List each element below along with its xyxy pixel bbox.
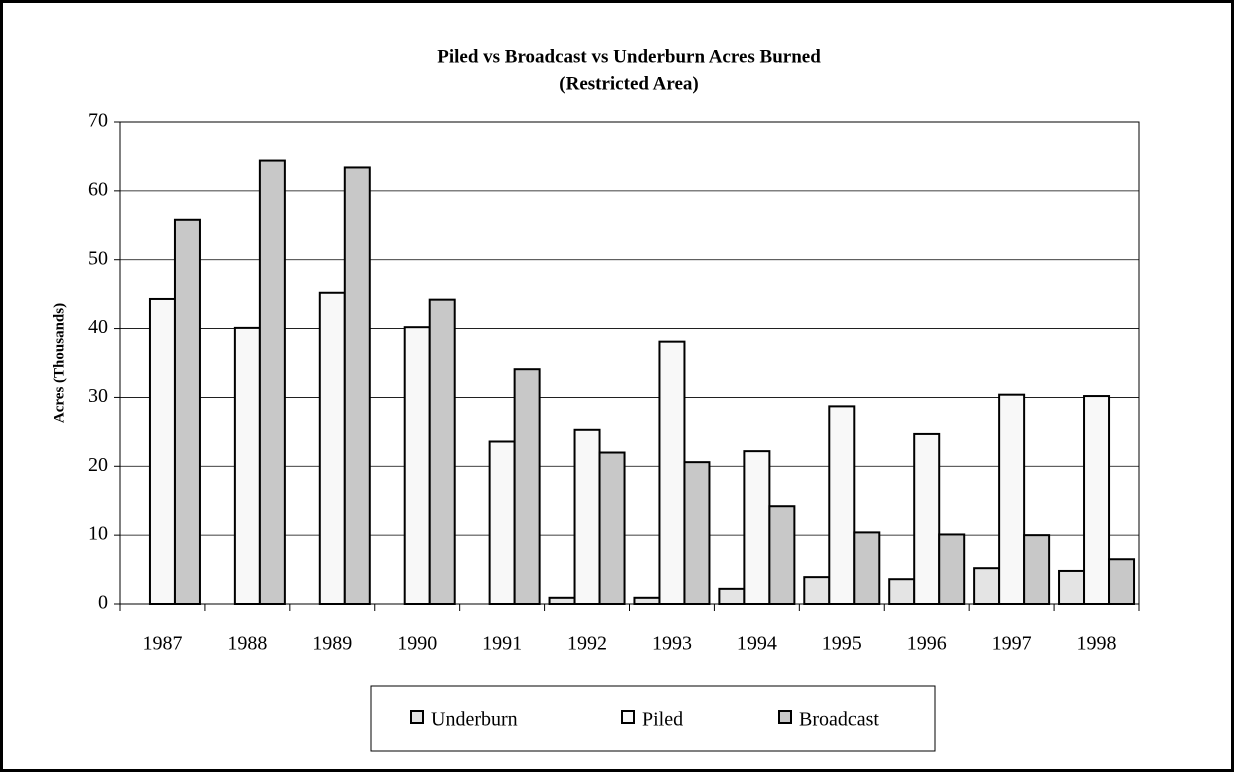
bar (148, 297, 176, 605)
legend-label: Underburn (431, 709, 518, 731)
bar (973, 567, 1001, 605)
y-axis-label: Acres (Thousands) (51, 303, 67, 423)
bar (913, 432, 941, 605)
bar (633, 596, 661, 605)
bar (683, 461, 711, 606)
bar (343, 166, 371, 605)
x-tick-label: 1991 (482, 633, 522, 655)
chart-subtitle: (Restricted Area) (559, 73, 698, 94)
legend-label: Broadcast (799, 709, 879, 731)
bar (258, 159, 286, 605)
x-tick-label: 1993 (652, 633, 692, 655)
y-tick-label: 40 (88, 316, 108, 338)
bar (403, 326, 431, 605)
bar (233, 326, 261, 605)
x-tick-label: 1987 (142, 633, 182, 655)
bar (173, 218, 201, 606)
x-tick-label: 1989 (312, 633, 352, 655)
x-tick-label: 1996 (907, 633, 947, 655)
x-tick-label: 1995 (822, 633, 862, 655)
bar (1023, 534, 1051, 606)
bar (998, 393, 1026, 605)
bar (938, 533, 966, 605)
bar (768, 505, 796, 606)
x-tick-label: 1994 (737, 633, 777, 655)
bar (743, 450, 771, 605)
bar (428, 298, 456, 605)
bar (1083, 395, 1111, 605)
legend-swatch (621, 710, 635, 724)
y-tick-label: 50 (88, 247, 108, 269)
legend-swatch (410, 710, 424, 724)
bar (888, 578, 916, 605)
y-tick-label: 70 (88, 110, 108, 132)
y-tick-label: 0 (98, 592, 108, 614)
bar (488, 440, 516, 605)
bar (658, 340, 686, 605)
bar (598, 451, 626, 605)
bar (718, 587, 746, 606)
bar (573, 428, 601, 606)
legend-box (370, 685, 936, 752)
x-tick-label: 1990 (397, 633, 437, 655)
y-tick-label: 20 (88, 454, 108, 476)
bar (1058, 569, 1086, 605)
bar (828, 405, 856, 605)
legend-label: Piled (642, 709, 683, 731)
x-tick-label: 1992 (567, 633, 607, 655)
legend-swatch (778, 710, 792, 724)
x-tick-label: 1997 (992, 633, 1032, 655)
y-tick-label: 60 (88, 178, 108, 200)
bar (318, 291, 346, 605)
x-tick-label: 1998 (1077, 633, 1117, 655)
y-tick-label: 30 (88, 385, 108, 407)
bar (803, 576, 831, 605)
y-tick-label: 10 (88, 523, 108, 545)
bar (513, 368, 541, 605)
bar (853, 531, 881, 605)
bar (548, 596, 576, 605)
x-tick-label: 1988 (227, 633, 267, 655)
bar (1108, 558, 1136, 605)
chart-title: Piled vs Broadcast vs Underburn Acres Bu… (437, 46, 821, 67)
